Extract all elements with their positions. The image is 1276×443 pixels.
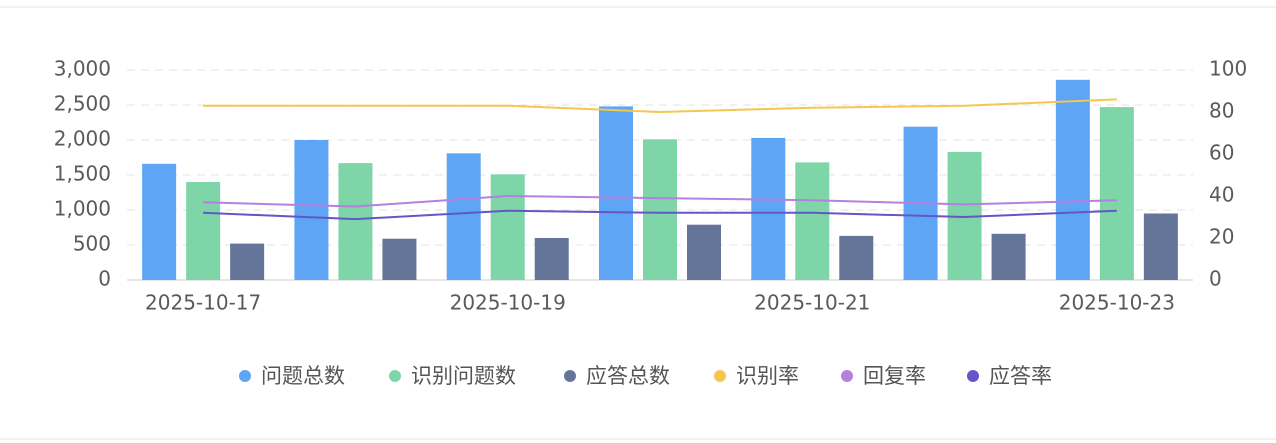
bar — [839, 235, 874, 280]
y-tick-label: 500 — [73, 232, 111, 256]
y-tick-label: 2,000 — [54, 127, 111, 151]
legend-label: 回复率 — [863, 364, 926, 388]
legend-marker — [841, 370, 853, 382]
x-tick-label: 2025-10-17 — [145, 291, 261, 315]
bar — [142, 163, 177, 280]
line — [203, 98, 1117, 114]
y-tick-label: 1,500 — [54, 162, 111, 186]
bar — [1143, 213, 1178, 280]
y-tick-label: 2,500 — [54, 92, 111, 116]
x-tick-label: 2025-10-23 — [1059, 291, 1175, 315]
bar — [795, 162, 830, 280]
y2-tick-label: 20 — [1209, 225, 1234, 249]
bar — [382, 238, 417, 280]
y-tick-label: 0 — [98, 267, 111, 291]
legend-label: 识别问题数 — [411, 364, 516, 388]
y2-tick-label: 60 — [1209, 141, 1234, 165]
bar — [534, 238, 569, 280]
x-tick-label: 2025-10-21 — [754, 291, 870, 315]
bar — [1055, 79, 1090, 280]
bar — [338, 163, 373, 280]
legend-marker — [389, 370, 401, 382]
y2-tick-label: 100 — [1209, 57, 1247, 81]
bar — [751, 137, 786, 280]
legend-label: 问题总数 — [261, 364, 345, 388]
bar — [1099, 107, 1134, 280]
bar — [687, 224, 721, 280]
y-tick-label: 1,000 — [54, 197, 111, 221]
line — [203, 194, 1117, 208]
bar — [186, 182, 221, 280]
legend-label: 应答率 — [989, 364, 1052, 388]
line — [203, 209, 1117, 221]
bar — [490, 174, 525, 280]
legend-label: 应答总数 — [586, 364, 670, 388]
bar — [294, 140, 329, 280]
y-tick-label: 3,000 — [54, 57, 111, 81]
bar — [643, 139, 677, 280]
bar — [599, 106, 633, 281]
legend-marker — [564, 370, 576, 382]
x-tick-label: 2025-10-19 — [450, 291, 566, 315]
legend-marker — [714, 370, 726, 382]
y2-tick-label: 0 — [1209, 267, 1222, 291]
y2-tick-label: 80 — [1209, 99, 1234, 123]
legend-label: 识别率 — [736, 364, 799, 388]
y2-tick-label: 40 — [1209, 183, 1234, 207]
bar — [991, 233, 1026, 280]
bar — [230, 243, 265, 280]
bar — [446, 153, 481, 280]
legend-marker — [967, 370, 979, 382]
legend: 问题总数 识别问题数 应答总数 识别率 回复率 应答率 — [239, 364, 1052, 388]
legend-marker — [239, 370, 251, 382]
